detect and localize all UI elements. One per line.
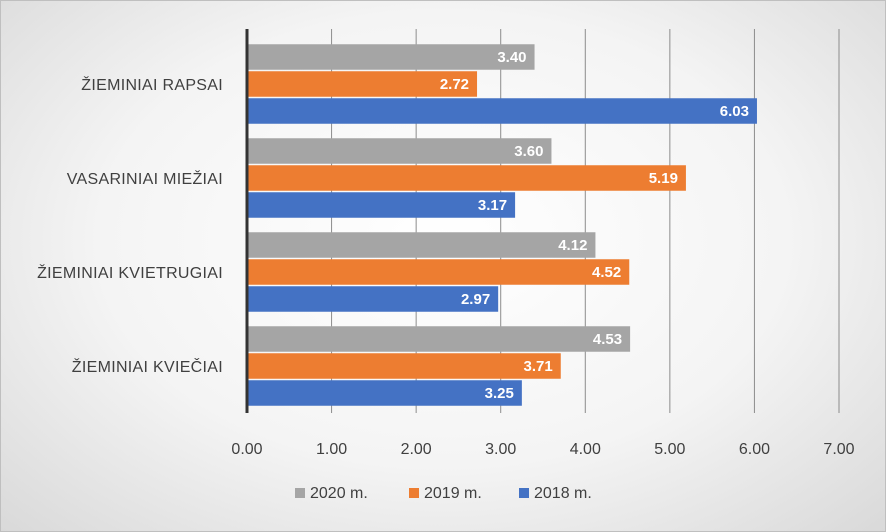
category-label: ŽIEMINIAI KVIEČIAI: [72, 357, 223, 376]
category-label: ŽIEMINIAI RAPSAI: [81, 75, 223, 94]
bar: [247, 259, 630, 285]
data-label: 3.60: [514, 143, 543, 160]
data-label: 3.17: [478, 197, 507, 214]
bar: [247, 192, 516, 218]
data-label: 3.71: [524, 358, 553, 375]
bar: [247, 326, 631, 352]
legend-swatch: [519, 488, 529, 498]
bar: [247, 98, 757, 124]
bar: [247, 71, 478, 97]
bar: [247, 286, 499, 312]
category-label: VASARINIAI MIEŽIAI: [67, 169, 223, 188]
x-tick-label: 6.00: [739, 441, 770, 458]
data-label: 4.52: [592, 264, 621, 281]
category-label: ŽIEMINIAI KVIETRUGIAI: [37, 263, 223, 282]
data-label: 3.40: [497, 49, 526, 66]
data-label: 3.25: [485, 385, 514, 402]
data-label: 2.72: [440, 76, 469, 93]
x-tick-label: 4.00: [570, 441, 601, 458]
bar: [247, 44, 535, 70]
data-label: 4.12: [558, 237, 587, 254]
x-tick-label: 1.00: [316, 441, 347, 458]
x-tick-label: 5.00: [654, 441, 685, 458]
legend-label: 2019 m.: [424, 485, 482, 502]
legend-swatch: [295, 488, 305, 498]
bar: [247, 353, 561, 379]
data-label: 2.97: [461, 291, 490, 308]
data-label: 6.03: [720, 103, 749, 120]
x-tick-label: 3.00: [485, 441, 516, 458]
x-tick-label: 7.00: [823, 441, 854, 458]
legend-swatch: [409, 488, 419, 498]
x-tick-label: 2.00: [401, 441, 432, 458]
data-label: 4.53: [593, 331, 622, 348]
bar: [247, 380, 522, 406]
bar: [247, 138, 552, 164]
legend-label: 2018 m.: [534, 485, 592, 502]
legend-label: 2020 m.: [310, 485, 368, 502]
data-label: 5.19: [649, 170, 678, 187]
bar: [247, 232, 596, 258]
x-tick-label: 0.00: [231, 441, 262, 458]
bar: [247, 165, 686, 191]
